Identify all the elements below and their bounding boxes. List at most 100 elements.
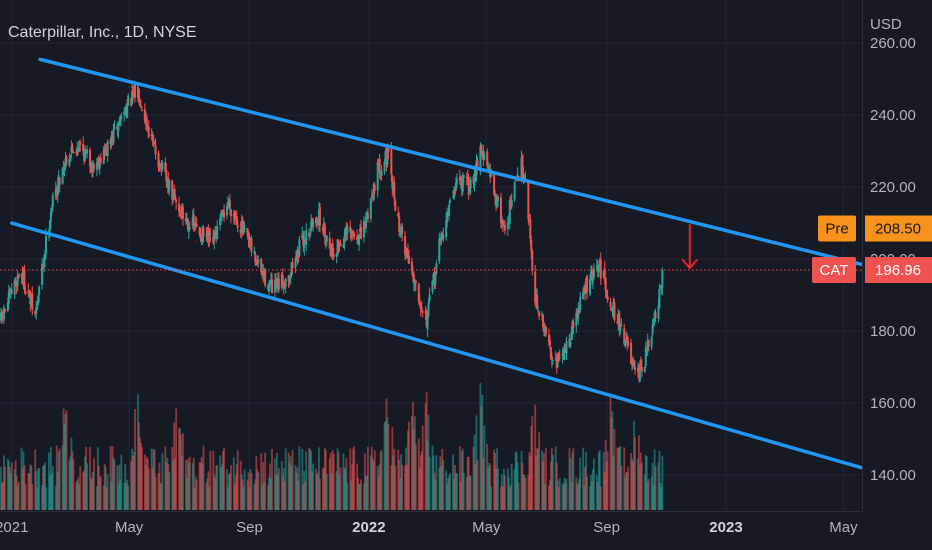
- candle-body: [72, 151, 75, 154]
- candle-body: [297, 256, 300, 259]
- candle-body: [289, 273, 292, 279]
- volume-bar: [632, 460, 634, 510]
- time-axis-panel[interactable]: [0, 512, 863, 550]
- volume-bar: [426, 440, 429, 510]
- candle-body: [2, 307, 5, 320]
- volume-bar: [598, 449, 601, 510]
- volume-bar: [140, 447, 143, 510]
- volume-bar: [576, 484, 579, 510]
- volume-bar: [488, 462, 491, 510]
- volume-bar: [30, 465, 33, 510]
- volume-bar: [356, 463, 359, 510]
- volume-bar: [158, 462, 161, 510]
- y-tick-label: 260.00: [870, 35, 916, 52]
- volume-bar: [384, 421, 387, 510]
- candle-body: [309, 233, 312, 236]
- candle-body: [380, 170, 383, 176]
- volume-bar: [295, 473, 298, 510]
- candle-body: [556, 354, 559, 367]
- candle-body: [242, 225, 245, 234]
- candle-body: [467, 176, 470, 195]
- candle-body: [412, 274, 415, 284]
- volume-bar: [51, 466, 54, 510]
- candle-body: [316, 220, 319, 225]
- volume-bar: [413, 416, 416, 510]
- volume-bar: [339, 467, 342, 510]
- volume-bar: [513, 468, 516, 510]
- volume-bar: [335, 471, 338, 510]
- volume-bar: [514, 451, 517, 510]
- volume-bar: [1, 482, 3, 510]
- volume-bar: [50, 473, 53, 510]
- candle-body: [208, 232, 211, 241]
- candle-body: [547, 335, 550, 343]
- candle-body: [199, 234, 202, 239]
- candle-body: [627, 340, 630, 346]
- volume-bar: [568, 448, 571, 510]
- volume-bar: [242, 486, 245, 510]
- volume-bar: [308, 448, 311, 510]
- volume-bar: [0, 466, 2, 510]
- candle-body: [164, 162, 167, 173]
- candle-body: [325, 235, 328, 242]
- channel-upper-line: [38, 57, 864, 267]
- candle-body: [117, 121, 120, 131]
- volume-bar: [645, 456, 648, 510]
- volume-bar: [328, 458, 331, 510]
- cat-label-box: [812, 257, 856, 284]
- volume-bar: [612, 456, 615, 510]
- candle-body: [79, 142, 82, 145]
- volume-bar: [618, 447, 621, 510]
- volume-bar: [515, 451, 518, 510]
- candle-body: [442, 234, 445, 240]
- candle-body: [154, 144, 157, 155]
- volume-bar: [153, 449, 156, 510]
- volume-bar: [657, 462, 660, 510]
- volume-bar: [564, 482, 567, 510]
- volume-bar: [446, 483, 449, 510]
- volume-bar: [264, 452, 267, 510]
- volume-bar: [20, 447, 23, 510]
- volume-bar: [561, 483, 564, 510]
- volume-bar: [123, 482, 126, 510]
- volume-bar: [234, 475, 237, 510]
- trend-channel[interactable]: [9, 57, 864, 470]
- volume-bar: [243, 469, 246, 510]
- candle-body: [24, 290, 27, 294]
- volume-bar: [624, 477, 627, 510]
- volume-bar: [181, 455, 183, 510]
- volume-bar: [330, 473, 333, 510]
- candle-body: [531, 250, 534, 271]
- volume-bar: [507, 477, 510, 510]
- y-tick-label: 180.00: [870, 323, 916, 340]
- volume-bar: [609, 397, 612, 510]
- candle-body: [502, 224, 505, 227]
- candle-body: [473, 173, 476, 186]
- candle-body: [438, 238, 441, 262]
- candle-body: [542, 314, 545, 327]
- candle-body: [633, 365, 636, 367]
- volume-bar: [69, 456, 72, 510]
- volume-bar: [650, 476, 653, 510]
- volume-bar: [28, 473, 31, 510]
- volume-bar: [161, 452, 164, 510]
- volume-bar: [103, 463, 106, 510]
- volume-bar: [85, 446, 88, 510]
- volume-bar: [29, 464, 32, 510]
- volume-bar: [563, 477, 566, 510]
- volume-bar: [319, 479, 321, 510]
- candle-body: [630, 342, 633, 364]
- annotation-arrow-layer[interactable]: [681, 223, 698, 270]
- candle-body: [247, 233, 250, 241]
- candle-body: [508, 200, 511, 224]
- volume-bar: [606, 451, 609, 510]
- volume-bar: [592, 469, 594, 510]
- volume-bar: [192, 458, 195, 510]
- volume-bar: [62, 408, 65, 510]
- volume-bar: [531, 416, 534, 510]
- volume-bar: [275, 474, 277, 510]
- candle-body: [599, 259, 602, 279]
- volume-bar: [229, 473, 231, 510]
- candle-body: [517, 176, 520, 178]
